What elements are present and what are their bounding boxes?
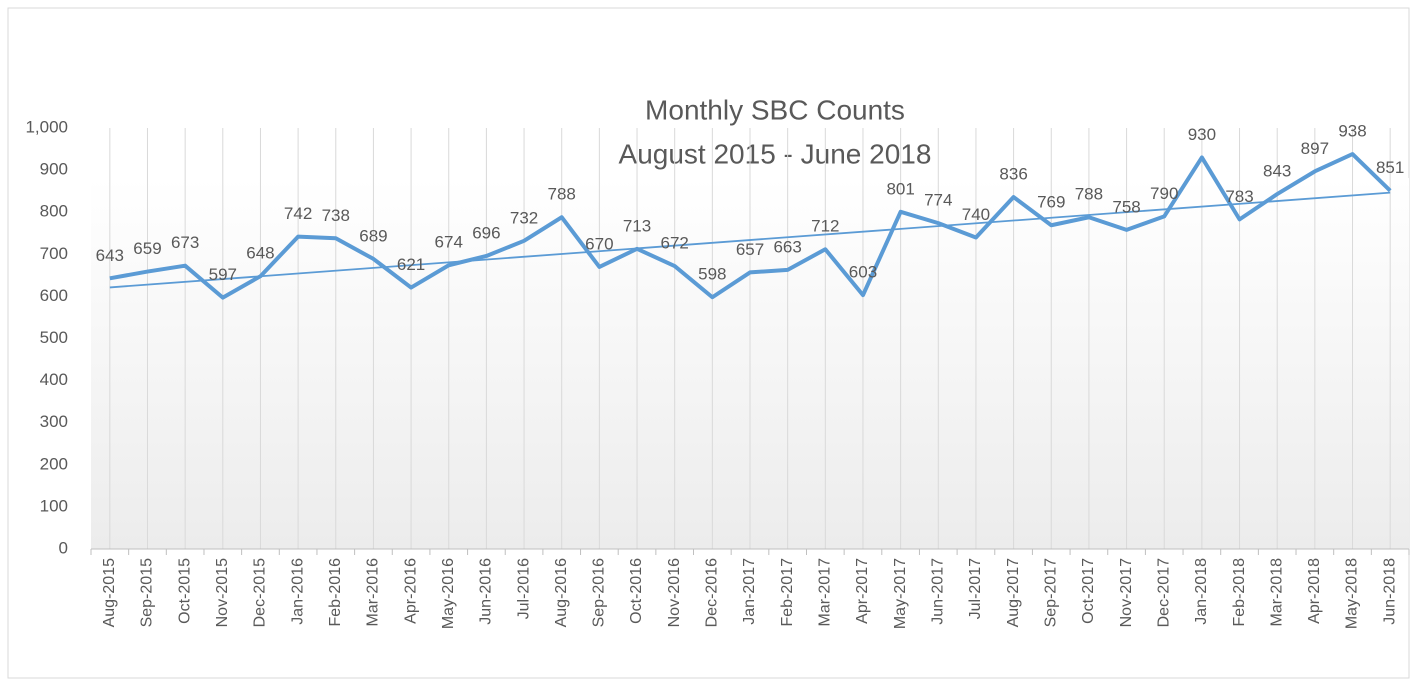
x-tick-label: Oct-2017 xyxy=(1080,558,1097,624)
x-tick-label: Nov-2016 xyxy=(666,558,683,627)
y-tick-label: 500 xyxy=(40,328,68,347)
y-tick-label: 600 xyxy=(40,286,68,305)
data-label: 673 xyxy=(171,233,199,252)
data-label: 597 xyxy=(209,265,237,284)
y-tick-label: 900 xyxy=(40,160,68,179)
data-label: 774 xyxy=(924,191,952,210)
data-label: 713 xyxy=(623,216,651,235)
x-tick-label: Dec-2015 xyxy=(252,558,269,627)
data-label: 598 xyxy=(698,265,726,284)
data-label: 790 xyxy=(1150,184,1178,203)
x-tick-label: Aug-2016 xyxy=(553,558,570,627)
data-label: 836 xyxy=(999,165,1027,184)
data-label: 851 xyxy=(1376,158,1404,177)
y-tick-label: 0 xyxy=(59,538,68,557)
x-tick-label: Jun-2017 xyxy=(930,558,947,625)
x-tick-label: May-2017 xyxy=(892,558,909,629)
x-tick-label: Mar-2017 xyxy=(817,558,834,627)
y-tick-label: 800 xyxy=(40,202,68,221)
data-label: 712 xyxy=(811,217,839,236)
x-tick-label: Dec-2016 xyxy=(704,558,721,627)
data-label: 758 xyxy=(1112,197,1140,216)
data-label: 897 xyxy=(1301,139,1329,158)
trendline xyxy=(109,191,1391,289)
data-label: 783 xyxy=(1225,187,1253,206)
data-label: 740 xyxy=(962,205,990,224)
y-tick-label: 300 xyxy=(40,412,68,431)
data-label: 670 xyxy=(585,234,613,253)
data-label: 603 xyxy=(849,263,877,282)
data-label: 659 xyxy=(133,239,161,258)
x-tick-label: May-2018 xyxy=(1344,558,1361,629)
x-tick-label: Sep-2016 xyxy=(591,558,608,627)
series-line xyxy=(109,152,1392,300)
chart-subtitle: August 2015 - June 2018 xyxy=(619,138,932,169)
data-label: 621 xyxy=(397,255,425,274)
y-tick-label: 200 xyxy=(40,454,68,473)
x-tick-label: Jan-2016 xyxy=(289,558,306,625)
data-label: 742 xyxy=(284,204,312,223)
x-tick-label: Feb-2017 xyxy=(779,558,796,627)
data-label: 663 xyxy=(773,237,801,256)
x-tick-label: Aug-2015 xyxy=(101,558,118,627)
x-tick-label: Sep-2017 xyxy=(1042,558,1059,627)
x-tick-label: Jan-2017 xyxy=(741,558,758,625)
data-label: 930 xyxy=(1188,125,1216,144)
x-tick-label: Sep-2015 xyxy=(139,558,156,627)
x-tick-label: Feb-2018 xyxy=(1231,558,1248,627)
data-label: 801 xyxy=(886,179,914,198)
data-label: 788 xyxy=(1075,185,1103,204)
data-label: 648 xyxy=(246,244,274,263)
data-label: 672 xyxy=(660,234,688,253)
data-label: 674 xyxy=(435,233,463,252)
data-label: 788 xyxy=(548,185,576,204)
data-label: 938 xyxy=(1338,122,1366,141)
x-tick-label: Jul-2017 xyxy=(967,558,984,619)
x-tick-label: Jun-2018 xyxy=(1381,558,1398,625)
x-tick-label: Nov-2015 xyxy=(214,558,231,627)
data-label: 769 xyxy=(1037,193,1065,212)
data-label: 689 xyxy=(359,226,387,245)
x-tick-label: Jan-2018 xyxy=(1193,558,1210,625)
data-label: 643 xyxy=(96,246,124,265)
x-tick-label: Feb-2016 xyxy=(327,558,344,627)
data-label: 732 xyxy=(510,208,538,227)
x-tick-label: Mar-2018 xyxy=(1268,558,1285,627)
chart-title: Monthly SBC Counts xyxy=(645,94,905,125)
y-tick-label: 1,000 xyxy=(25,117,68,136)
x-tick-label: Mar-2016 xyxy=(365,558,382,627)
data-label: 657 xyxy=(736,240,764,259)
x-tick-label: Oct-2015 xyxy=(176,558,193,624)
x-tick-label: Dec-2017 xyxy=(1155,558,1172,627)
x-tick-label: Jul-2016 xyxy=(515,558,532,619)
data-label: 843 xyxy=(1263,162,1291,181)
x-tick-label: Oct-2016 xyxy=(628,558,645,624)
x-tick-label: May-2016 xyxy=(440,558,457,629)
y-tick-label: 400 xyxy=(40,370,68,389)
x-tick-label: Apr-2016 xyxy=(402,558,419,624)
y-tick-label: 700 xyxy=(40,244,68,263)
data-label: 696 xyxy=(472,223,500,242)
data-label: 738 xyxy=(322,206,350,225)
x-tick-label: Nov-2017 xyxy=(1118,558,1135,627)
x-tick-label: Jun-2016 xyxy=(478,558,495,625)
x-tick-label: Apr-2017 xyxy=(854,558,871,624)
x-tick-label: Apr-2018 xyxy=(1306,558,1323,624)
x-tick-label: Aug-2017 xyxy=(1005,558,1022,627)
y-tick-label: 100 xyxy=(40,496,68,515)
